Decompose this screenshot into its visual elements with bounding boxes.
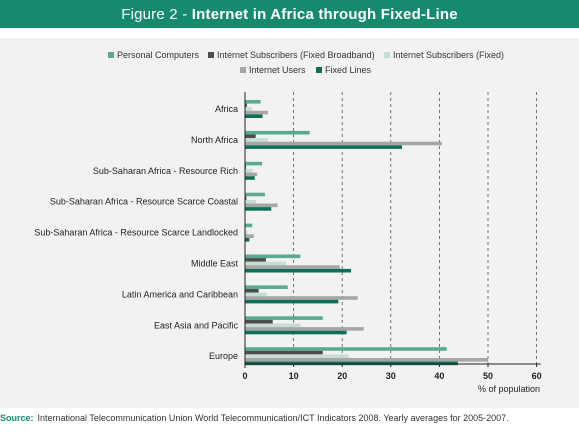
category-label: Europe [209, 351, 238, 361]
x-axis-label: % of population [478, 384, 540, 394]
bar [245, 161, 263, 166]
legend-label: Internet Users [249, 65, 306, 75]
x-tick-label: 10 [289, 371, 299, 381]
category-label: Sub-Saharan Africa - Resource Rich [93, 166, 238, 176]
bar [245, 268, 351, 273]
bar [245, 354, 349, 358]
legend-swatch [316, 67, 322, 73]
bar [245, 350, 323, 355]
bar [245, 299, 339, 304]
category-label: Sub-Saharan Africa - Resource Scarce Coa… [50, 197, 238, 207]
bar [245, 100, 261, 104]
bar [245, 141, 442, 146]
bar [245, 196, 247, 200]
bar [245, 258, 266, 262]
category-label: Middle East [191, 259, 239, 269]
bar [245, 323, 301, 328]
category-label: North Africa [191, 135, 238, 145]
category-label: Africa [215, 104, 238, 114]
source-text: International Telecommunication Union Wo… [37, 413, 509, 423]
bar [245, 138, 268, 142]
x-tick-label: 20 [337, 371, 347, 381]
legend-label: Internet Subscribers (Fixed Broadband) [217, 50, 375, 60]
legend-swatch [108, 52, 114, 58]
chart-svg: Personal Computers Internet Subscribers (… [34, 50, 542, 394]
bar [245, 169, 253, 173]
x-tick-label: 0 [242, 371, 247, 381]
legend: Personal Computers Internet Subscribers (… [108, 50, 504, 75]
x-tick-label: 30 [386, 371, 396, 381]
x-tick-label: 60 [532, 371, 542, 381]
category-label: East Asia and Pacific [154, 320, 239, 330]
bar [245, 103, 247, 108]
bar [245, 254, 301, 259]
bar [245, 192, 265, 197]
legend-swatch [384, 52, 390, 58]
bar [245, 261, 287, 266]
bar [245, 223, 253, 228]
figure-title-bar: Figure 2 - Internet in Africa through Fi… [0, 0, 579, 28]
bar [245, 316, 323, 320]
bar [245, 130, 310, 135]
bar [245, 234, 254, 238]
bar [245, 296, 358, 300]
bar [245, 230, 248, 235]
bar [245, 145, 402, 149]
bar [245, 107, 253, 111]
chart-panel [0, 38, 579, 408]
bar [245, 238, 250, 242]
category-label: Sub-Saharan Africa - Resource Scarce Lan… [34, 228, 238, 238]
source-note: Source: International Telecommunication U… [0, 413, 579, 423]
bar [245, 330, 347, 335]
source-label: Source: [0, 413, 34, 423]
category-label: Latin America and Caribbean [122, 289, 238, 299]
legend-label: Internet Subscribers (Fixed) [393, 50, 504, 60]
x-tick-label: 40 [434, 371, 444, 381]
legend-swatch [240, 67, 246, 73]
bar [245, 319, 273, 324]
bar [245, 199, 257, 204]
bar [245, 361, 458, 366]
bar [245, 327, 364, 331]
bar [245, 134, 256, 139]
bar [245, 347, 447, 351]
bar [245, 358, 488, 362]
bar [245, 114, 263, 118]
legend-swatch [208, 52, 214, 58]
figure-title: Internet in Africa through Fixed-Line [191, 5, 458, 23]
bar [245, 110, 268, 115]
bar [245, 203, 278, 208]
bar [245, 265, 340, 269]
bar [245, 207, 272, 211]
legend-label: Fixed Lines [325, 65, 372, 75]
bar [245, 176, 255, 180]
legend-label: Personal Computers [117, 50, 200, 60]
bar [245, 172, 258, 177]
figure-prefix: Figure 2 - [121, 5, 192, 23]
bar [245, 292, 267, 297]
bar [245, 289, 259, 293]
x-tick-label: 50 [483, 371, 493, 381]
bar [245, 285, 288, 289]
